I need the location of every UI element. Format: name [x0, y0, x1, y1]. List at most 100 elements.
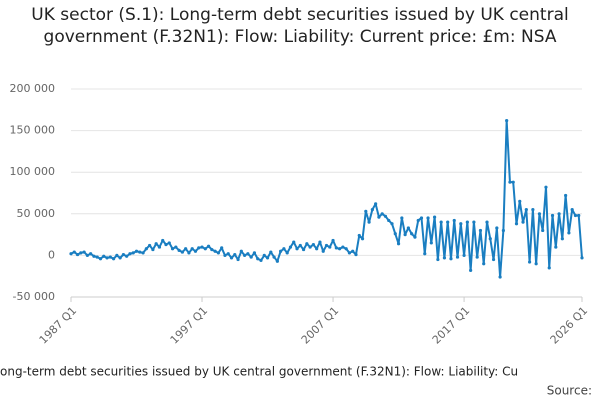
data-point — [252, 251, 257, 255]
data-point — [426, 216, 430, 220]
data-point — [554, 245, 558, 249]
x-tick-label: 2007 Q1 — [299, 304, 342, 347]
data-point — [557, 212, 561, 216]
data-point — [292, 240, 296, 244]
data-point — [246, 252, 250, 256]
data-point — [197, 246, 201, 250]
data-point — [118, 256, 122, 260]
source: Source: — [547, 384, 592, 398]
data-point — [514, 222, 519, 226]
data-point — [387, 218, 391, 223]
data-point — [580, 256, 584, 260]
data-point — [413, 235, 417, 239]
data-point — [308, 245, 312, 249]
data-point — [469, 268, 473, 272]
data-point — [518, 199, 522, 203]
y-tick-label: 200 000 — [10, 82, 56, 95]
data-point — [82, 250, 86, 254]
y-tick-label: -50 000 — [13, 290, 55, 303]
data-point — [436, 257, 440, 262]
data-point — [472, 220, 476, 224]
data-point — [465, 220, 469, 224]
data-point — [167, 241, 171, 245]
data-point — [265, 256, 270, 260]
data-point — [550, 213, 555, 218]
data-point — [321, 249, 325, 253]
y-tick-label: 50 000 — [17, 207, 56, 220]
data-point — [383, 214, 388, 218]
data-point — [203, 247, 207, 251]
x-tick-label: 1997 Q1 — [168, 304, 211, 347]
data-point — [79, 251, 83, 255]
y-tick-label: 100 000 — [10, 165, 56, 178]
data-point — [161, 238, 165, 243]
data-point — [439, 220, 443, 224]
data-point — [537, 212, 542, 216]
data-point — [102, 254, 106, 258]
data-point — [491, 257, 496, 262]
data-point — [141, 251, 145, 255]
data-point — [570, 208, 574, 212]
data-point — [351, 249, 355, 253]
data-point — [524, 208, 528, 212]
data-point — [85, 253, 89, 257]
data-point — [315, 247, 319, 251]
x-axis-label: ong-term debt securities issued by UK ce… — [0, 365, 518, 379]
data-point — [419, 216, 424, 220]
data-point — [475, 255, 479, 259]
data-point — [328, 245, 332, 249]
y-tick-label: 150 000 — [10, 124, 56, 137]
data-point — [259, 258, 263, 262]
data-point — [403, 233, 407, 237]
data-point — [206, 244, 211, 248]
data-point — [341, 245, 345, 249]
data-point — [446, 220, 450, 224]
data-point — [288, 245, 293, 249]
data-point — [229, 256, 234, 260]
data-point — [92, 254, 96, 258]
data-point — [262, 253, 266, 257]
data-point — [184, 247, 188, 251]
data-point — [210, 247, 214, 252]
data-point — [488, 237, 492, 241]
data-point — [338, 247, 342, 251]
data-point — [357, 233, 361, 238]
data-point — [121, 252, 126, 257]
data-point — [269, 250, 273, 254]
data-point — [69, 252, 73, 256]
data-point — [374, 202, 378, 206]
data-point — [462, 253, 466, 257]
data-point — [390, 222, 394, 226]
data-point — [459, 222, 463, 226]
data-point — [400, 216, 404, 220]
data-point — [544, 185, 548, 189]
data-point — [505, 119, 509, 123]
data-point — [301, 247, 306, 252]
data-point — [377, 215, 381, 219]
data-point — [115, 253, 119, 257]
chart-title: UK sector (S.1): Long-term debt securiti… — [31, 5, 569, 47]
data-point — [275, 259, 279, 263]
data-point — [223, 253, 227, 257]
data-point — [449, 257, 453, 261]
data-point — [423, 252, 427, 256]
data-point — [138, 250, 142, 254]
x-tick-label: 2026 Q1 — [548, 304, 591, 347]
data-point — [128, 252, 132, 256]
data-point — [170, 247, 175, 251]
data-point — [370, 208, 374, 212]
data-point — [573, 213, 578, 218]
data-point — [157, 245, 162, 249]
data-point — [331, 238, 335, 243]
data-point — [187, 251, 191, 255]
data-point — [567, 231, 571, 235]
data-point — [233, 252, 237, 257]
data-point — [285, 251, 289, 255]
data-point — [298, 243, 302, 248]
data-point — [455, 255, 460, 259]
data-point — [432, 215, 437, 219]
data-point — [364, 209, 368, 213]
data-point — [429, 241, 433, 245]
data-point — [148, 243, 152, 248]
